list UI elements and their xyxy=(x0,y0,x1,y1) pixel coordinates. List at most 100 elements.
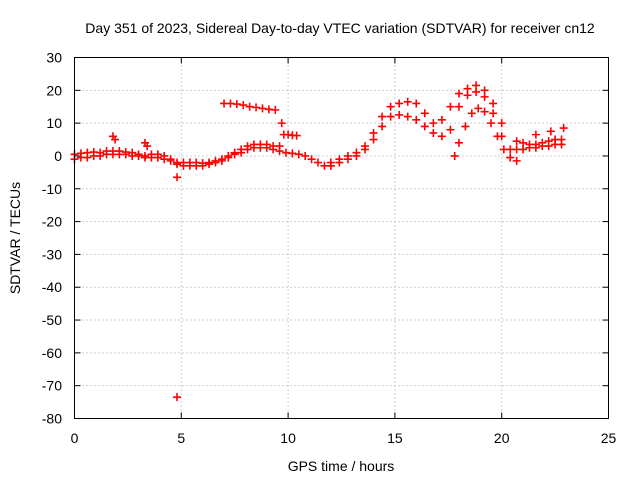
y-axis-label: SDTVAR / TECUs xyxy=(7,182,23,294)
data-point xyxy=(153,153,162,162)
data-point xyxy=(292,131,301,140)
data-point xyxy=(230,150,239,159)
grid-lines xyxy=(74,57,609,419)
data-point xyxy=(531,130,540,139)
data-point xyxy=(378,112,387,121)
series-segment-9.8-10.5h xyxy=(279,130,301,140)
data-point xyxy=(489,99,498,108)
data-point xyxy=(487,119,496,128)
data-point xyxy=(412,115,421,124)
series-low-continuous-lower xyxy=(70,143,278,170)
data-point xyxy=(512,137,521,146)
data-point xyxy=(412,99,421,108)
data-point xyxy=(559,124,568,133)
data-point xyxy=(489,109,498,118)
y-tick-label: -60 xyxy=(42,345,62,361)
y-tick-label: 0 xyxy=(54,148,62,164)
y-tick-label: 10 xyxy=(46,115,62,131)
plot-frame xyxy=(74,57,609,419)
data-point xyxy=(252,103,261,112)
data-point xyxy=(506,153,515,162)
data-point xyxy=(437,132,446,141)
data-point xyxy=(232,100,241,109)
data-point xyxy=(472,87,481,96)
data-point xyxy=(121,150,130,159)
x-tick-label: 10 xyxy=(280,430,296,446)
data-point xyxy=(429,119,438,128)
y-tick-label: -50 xyxy=(42,312,62,328)
data-point xyxy=(420,122,429,131)
data-point xyxy=(454,102,463,111)
data-point xyxy=(277,119,286,128)
data-point xyxy=(307,155,316,164)
data-point xyxy=(217,156,226,165)
data-point xyxy=(239,101,248,110)
data-point xyxy=(497,119,506,128)
data-point xyxy=(258,104,267,113)
data-point xyxy=(343,155,352,164)
data-point xyxy=(395,110,404,119)
data-point xyxy=(143,142,152,151)
data-point xyxy=(160,155,169,164)
x-tick-label: 25 xyxy=(601,430,617,446)
data-point xyxy=(224,153,233,162)
data-point xyxy=(544,142,553,151)
y-tick-label: -30 xyxy=(42,246,62,262)
series-late-arc xyxy=(450,104,521,165)
data-points xyxy=(70,81,568,402)
data-point xyxy=(111,135,120,144)
data-point xyxy=(243,145,252,154)
data-point xyxy=(314,158,323,167)
data-point xyxy=(493,132,502,141)
data-point xyxy=(420,109,429,118)
data-point xyxy=(294,150,303,159)
data-point xyxy=(271,106,280,115)
data-point xyxy=(403,112,412,121)
data-point xyxy=(546,127,555,136)
y-tick-label: 30 xyxy=(46,50,62,66)
data-point xyxy=(166,156,175,165)
series-rise-12-17h-upper xyxy=(326,81,506,167)
x-axis-label: GPS time / hours xyxy=(288,458,395,474)
data-point xyxy=(369,135,378,144)
data-point xyxy=(403,97,412,106)
series-isolated xyxy=(108,124,568,402)
data-point xyxy=(557,140,566,149)
data-point xyxy=(454,89,463,98)
axis-ticks xyxy=(74,57,609,419)
data-point xyxy=(386,112,395,121)
data-point xyxy=(173,393,182,402)
x-tick-label: 0 xyxy=(71,430,79,446)
data-point xyxy=(531,143,540,152)
x-tick-label: 20 xyxy=(494,430,510,446)
data-point xyxy=(519,145,528,154)
y-tick-label: 20 xyxy=(46,82,62,98)
data-point xyxy=(335,158,344,167)
data-point xyxy=(173,160,182,169)
data-point xyxy=(326,161,335,170)
data-point xyxy=(211,158,220,167)
data-point xyxy=(83,153,92,162)
y-tick-labels: -80 -70 -60 -50 -40 -30 -20 -10 0 10 20 30 xyxy=(42,50,62,427)
data-point xyxy=(134,151,143,160)
data-point xyxy=(96,151,105,160)
chart-title: Day 351 of 2023, Sidereal Day-to-day VTE… xyxy=(85,20,595,36)
data-point xyxy=(352,151,361,160)
data-point xyxy=(198,161,207,170)
x-tick-label: 5 xyxy=(177,430,185,446)
data-point xyxy=(360,145,369,154)
data-point xyxy=(386,102,395,111)
data-point xyxy=(450,151,459,160)
data-point xyxy=(467,109,476,118)
data-point xyxy=(429,128,438,137)
data-point xyxy=(480,92,489,101)
data-point xyxy=(463,91,472,100)
y-tick-label: -10 xyxy=(42,181,62,197)
data-point xyxy=(512,156,521,165)
data-point xyxy=(378,122,387,131)
data-point xyxy=(237,148,246,157)
series-segment-7-9.6h xyxy=(220,99,286,128)
data-point xyxy=(454,138,463,147)
data-point xyxy=(301,151,310,160)
